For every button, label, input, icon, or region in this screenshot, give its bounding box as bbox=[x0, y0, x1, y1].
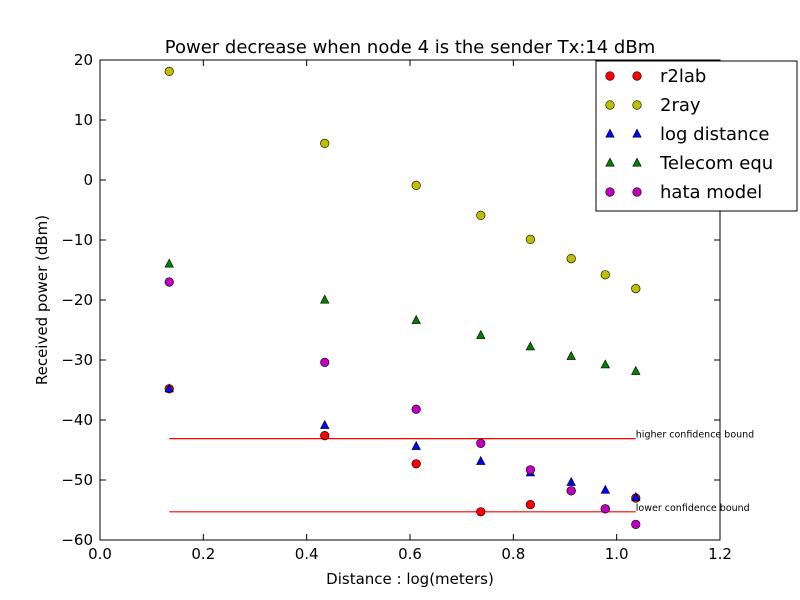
x-axis-label: Distance : log(meters) bbox=[326, 570, 494, 588]
data-point-hata-model bbox=[631, 519, 641, 530]
data-point-r2lab bbox=[476, 507, 486, 517]
confidence-bound-label: higher confidence bound bbox=[636, 430, 754, 441]
data-points bbox=[164, 66, 641, 530]
legend-marker bbox=[605, 128, 615, 138]
legend-marker bbox=[605, 100, 615, 110]
legend-label: hata model bbox=[660, 182, 762, 203]
y-axis-label: Received power (dBm) bbox=[33, 215, 51, 385]
y-tick-label: 0 bbox=[83, 171, 93, 189]
x-tick-label: 0.8 bbox=[501, 545, 525, 563]
data-point-r2lab bbox=[411, 459, 421, 469]
legend-marker bbox=[632, 128, 642, 138]
y-tick-label: −50 bbox=[61, 471, 93, 489]
y-tick-label: 10 bbox=[74, 111, 93, 129]
data-point-2ray bbox=[164, 66, 174, 76]
data-point-2ray bbox=[566, 254, 576, 264]
legend-marker bbox=[605, 71, 615, 81]
data-point-telecom-equ bbox=[631, 365, 641, 375]
x-tick-label: 1.0 bbox=[605, 545, 629, 563]
data-point-telecom-equ bbox=[525, 341, 536, 351]
data-point-2ray bbox=[411, 180, 421, 190]
confidence-bound-label: lower confidence bound bbox=[636, 503, 750, 514]
legend-marker bbox=[632, 100, 642, 110]
y-tick-label: −30 bbox=[61, 351, 93, 369]
data-point-2ray bbox=[476, 210, 486, 220]
data-point-hata-model bbox=[600, 504, 610, 514]
data-point-log-distance bbox=[566, 476, 576, 486]
data-point-telecom-equ bbox=[320, 294, 330, 304]
y-tick-label: −40 bbox=[61, 411, 93, 429]
legend-label: 2ray bbox=[660, 95, 701, 116]
data-point-2ray bbox=[525, 234, 535, 244]
data-point-telecom-equ bbox=[566, 350, 576, 360]
data-point-hata-model bbox=[320, 357, 330, 368]
x-tick-label: 1.2 bbox=[708, 545, 732, 563]
legend-label: log distance bbox=[660, 124, 769, 145]
data-point-hata-model bbox=[164, 277, 174, 287]
data-point-r2lab bbox=[525, 500, 535, 510]
legend-label: r2lab bbox=[660, 66, 706, 87]
data-point-hata-model bbox=[566, 486, 576, 496]
data-point-telecom-equ bbox=[476, 329, 486, 339]
reference-lines: higher confidence bound lower confidence … bbox=[169, 430, 754, 514]
y-tick-label: 20 bbox=[74, 51, 93, 69]
legend-marker bbox=[632, 157, 642, 167]
y-tick-label: −10 bbox=[61, 231, 93, 249]
data-point-r2lab bbox=[320, 431, 330, 441]
data-point-hata-model bbox=[476, 438, 486, 449]
legend: r2lab 2ray log distance Telecom equ hata mod… bbox=[595, 60, 798, 212]
data-point-log-distance bbox=[411, 440, 421, 450]
x-tick-label: 0.2 bbox=[191, 545, 215, 563]
axis-ticks: 0.0 0.2 0.4 0.6 0.8 1.0 1.2 20 10 0 −10 −20 −30 −40 −5… bbox=[61, 51, 732, 563]
legend-marker bbox=[605, 157, 615, 167]
data-point-log-distance bbox=[320, 419, 330, 429]
legend-box bbox=[595, 60, 798, 212]
data-point-telecom-equ bbox=[600, 359, 610, 369]
x-tick-label: 0.4 bbox=[295, 545, 319, 563]
data-point-telecom-equ bbox=[164, 258, 174, 268]
data-point-hata-model bbox=[411, 404, 421, 414]
data-point-telecom-equ bbox=[411, 314, 421, 324]
data-point-log-distance bbox=[631, 491, 641, 501]
chart-title: Power decrease when node 4 is the sender… bbox=[165, 37, 655, 58]
x-tick-label: 0.6 bbox=[398, 545, 422, 563]
legend-marker bbox=[632, 187, 642, 197]
data-point-log-distance bbox=[164, 383, 174, 393]
x-tick-label: 0.0 bbox=[88, 545, 112, 563]
legend-marker bbox=[605, 187, 615, 197]
legend-label: Telecom equ bbox=[659, 153, 773, 174]
data-point-log-distance bbox=[600, 484, 610, 494]
data-point-2ray bbox=[600, 270, 610, 280]
data-point-log-distance bbox=[476, 455, 486, 465]
y-tick-label: −60 bbox=[61, 531, 93, 549]
legend-marker bbox=[632, 71, 642, 81]
data-point-hata-model bbox=[525, 465, 535, 475]
y-tick-label: −20 bbox=[61, 291, 93, 309]
data-point-2ray bbox=[631, 284, 641, 294]
data-point-2ray bbox=[320, 138, 330, 148]
